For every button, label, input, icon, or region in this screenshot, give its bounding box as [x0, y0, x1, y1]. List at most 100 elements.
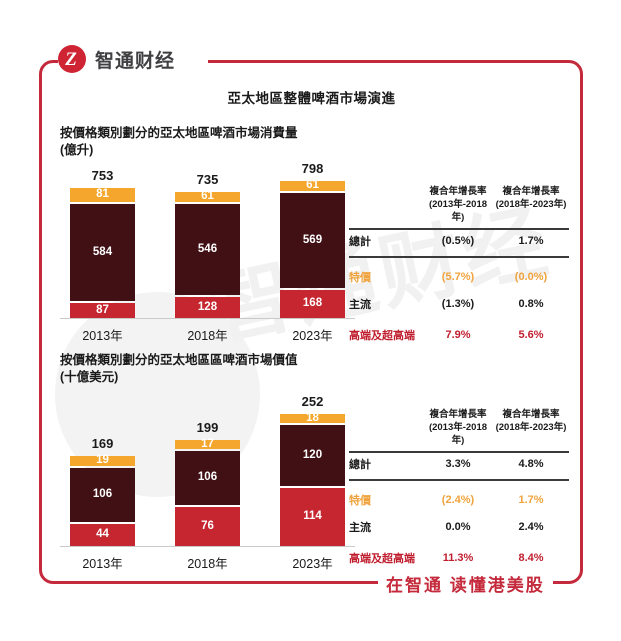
row-label: 高端及超高端 [349, 553, 415, 566]
header-divider [349, 228, 569, 231]
bar-total-label: 735 [196, 172, 219, 187]
stacked-bar: 169 19 106 44 [70, 436, 135, 546]
bar-segment-premium-price: 61 [280, 180, 345, 191]
bar-segment-highend: 87 [70, 303, 135, 318]
chart-2-unit: (十億美元) [60, 369, 119, 384]
bar-segment-premium-price: 81 [70, 188, 135, 202]
bar-segment-mainstream: 120 [280, 425, 345, 486]
chart-2-title: 按價格類別劃分的亞太地區區啤酒市場價值 [60, 353, 298, 367]
table-row-1: 特價 (2.4%) 1.7% [349, 489, 569, 511]
x-axis-label: 2018年 [187, 557, 228, 571]
x-axis-label: 2023年 [292, 329, 333, 343]
bar-segment-mainstream: 106 [70, 468, 135, 522]
bar-total-label: 753 [91, 168, 114, 183]
row-value-2: 2.4% [518, 521, 544, 534]
bar-segment-premium-price: 17 [175, 438, 240, 450]
header-line1: 複合年增長率 [429, 409, 487, 420]
table-header-row: 複合年增長率 (2013年-2018年) 複合年增長率 (2018年-2023年) [349, 409, 569, 447]
table-header-cagr-1: 複合年增長率 (2013年-2018年) [423, 409, 493, 447]
row-value-2: 4.8% [518, 458, 544, 471]
row-value-2: 1.7% [518, 235, 544, 248]
header-line1: 複合年增長率 [502, 186, 560, 197]
market-value-chart: 169 19 106 44 199 17 106 76 252 18 120 114 2013年 2018… [60, 388, 355, 572]
row-value-1: 3.3% [445, 458, 471, 471]
x-axis-label: 2013年 [82, 557, 123, 571]
brand-frame-border [39, 60, 583, 584]
row-value-1: 7.9% [445, 329, 471, 342]
chart-1-title: 按價格類別劃分的亞太地區啤酒市場消費量 [60, 126, 298, 140]
row-label: 總計 [349, 236, 371, 249]
bars-row: 169 19 106 44 199 17 106 76 252 18 120 114 [60, 388, 355, 547]
header-line2: (2013年-2018年) [428, 198, 488, 223]
row-label: 特價 [349, 272, 371, 285]
bar-segment-highend: 114 [280, 488, 345, 546]
row-value-1: 0.0% [445, 521, 471, 534]
bar-segment-premium-price: 19 [70, 455, 135, 466]
header-divider [349, 451, 569, 454]
bars-row: 753 81 584 87 735 61 546 128 798 61 569 168 [60, 160, 355, 319]
row-label: 總計 [349, 459, 371, 472]
row-value-1: (2.4%) [441, 494, 475, 507]
table-header-cagr-2: 複合年增長率 (2018年-2023年) [493, 409, 569, 447]
page-title: 亞太地區整體啤酒市場演進 [227, 91, 396, 106]
section-2-label: 按價格類別劃分的亞太地區區啤酒市場價值 (十億美元) [60, 352, 298, 385]
header-line2: (2018年-2023年) [495, 421, 567, 433]
table-header-cagr-2: 複合年增長率 (2018年-2023年) [493, 186, 569, 224]
x-axis-label: 2018年 [187, 329, 228, 343]
zhitong-logo-icon: Z [58, 45, 86, 73]
brand-name: 智通财经 [95, 50, 176, 72]
brand-slogan: 在智通 读懂港美股 [378, 570, 553, 597]
row-value-2: 8.4% [518, 552, 544, 565]
table-header-cagr-1: 複合年增長率 (2013年-2018年) [423, 186, 493, 224]
bar-total-label: 199 [196, 420, 219, 435]
table-row-3: 高端及超高端 7.9% 5.6% [349, 324, 569, 346]
table-row-2: 主流 0.0% 2.4% [349, 516, 569, 538]
bar-segment-highend: 44 [70, 524, 135, 546]
brand-slogan-text: 在智通 读懂港美股 [386, 576, 545, 595]
bar-total-label: 252 [301, 394, 324, 409]
bar-total-label: 169 [91, 436, 114, 451]
table-row-1: 特價 (5.7%) (0.0%) [349, 266, 569, 288]
value-cagr-table: 複合年增長率 (2013年-2018年) 複合年增長率 (2018年-2023年) 總計… [349, 409, 569, 569]
bar-segment-premium-price: 18 [280, 412, 345, 424]
x-axis-labels: 2013年 2018年 2023年 [60, 319, 355, 344]
table-header-spacer [349, 409, 423, 447]
bar-segment-mainstream: 546 [175, 204, 240, 295]
table-row-0: 總計 (0.5%) 1.7% [349, 230, 569, 252]
header-line2: (2018年-2023年) [495, 198, 567, 210]
logo-z-glyph: Z [65, 48, 77, 70]
table-row-3: 高端及超高端 11.3% 8.4% [349, 547, 569, 569]
stacked-bar: 199 17 106 76 [175, 420, 240, 546]
row-value-2: 5.6% [518, 329, 544, 342]
stacked-bar: 735 61 546 128 [175, 172, 240, 318]
stacked-bar: 798 61 569 168 [280, 161, 345, 318]
row-label: 高端及超高端 [349, 330, 415, 343]
bar-segment-mainstream: 584 [70, 204, 135, 301]
bar-segment-highend: 76 [175, 507, 240, 546]
row-value-2: 0.8% [518, 298, 544, 311]
bar-segment-highend: 168 [280, 290, 345, 318]
table-row-0: 總計 3.3% 4.8% [349, 453, 569, 475]
bar-segment-highend: 128 [175, 297, 240, 318]
bar-segment-mainstream: 106 [175, 451, 240, 505]
bar-segment-premium-price: 61 [175, 191, 240, 202]
row-value-1: (0.5%) [441, 235, 475, 248]
brand-logo: Z 智通财经 [58, 36, 208, 82]
row-label: 主流 [349, 522, 371, 535]
table-row-2: 主流 (1.3%) 0.8% [349, 293, 569, 315]
bar-segment-mainstream: 569 [280, 193, 345, 288]
row-value-1: (1.3%) [441, 298, 475, 311]
x-axis-label: 2013年 [82, 329, 123, 343]
header-line2: (2013年-2018年) [428, 421, 488, 446]
bar-total-label: 798 [301, 161, 324, 176]
consumption-volume-chart: 753 81 584 87 735 61 546 128 798 61 569 168 2013年 201… [60, 160, 355, 344]
header-line1: 複合年增長率 [429, 186, 487, 197]
row-value-2: 1.7% [518, 494, 544, 507]
row-value-1: 11.3% [442, 552, 474, 565]
x-axis-label: 2023年 [292, 557, 333, 571]
table-header-row: 複合年增長率 (2013年-2018年) 複合年增長率 (2018年-2023年) [349, 186, 569, 224]
row-value-2: (0.0%) [514, 271, 548, 284]
row-value-1: (5.7%) [441, 271, 475, 284]
total-row-divider [349, 256, 569, 259]
